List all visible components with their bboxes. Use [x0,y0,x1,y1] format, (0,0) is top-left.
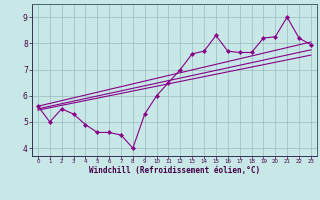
X-axis label: Windchill (Refroidissement éolien,°C): Windchill (Refroidissement éolien,°C) [89,166,260,175]
